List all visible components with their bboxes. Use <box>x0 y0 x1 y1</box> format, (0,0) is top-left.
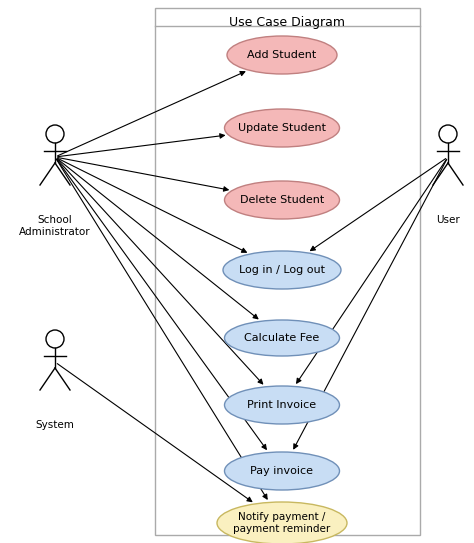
Text: School
Administrator: School Administrator <box>19 215 91 237</box>
Ellipse shape <box>225 452 339 490</box>
Bar <box>155 8 420 535</box>
Circle shape <box>46 330 64 348</box>
Text: Notify payment /
payment reminder: Notify payment / payment reminder <box>233 512 331 534</box>
Ellipse shape <box>225 386 339 424</box>
Text: User: User <box>436 215 460 225</box>
Ellipse shape <box>225 181 339 219</box>
Text: Log in / Log out: Log in / Log out <box>239 265 325 275</box>
Ellipse shape <box>225 109 339 147</box>
Text: Pay invoice: Pay invoice <box>250 466 313 476</box>
Text: Add Student: Add Student <box>247 50 317 60</box>
Text: Use Case Diagram: Use Case Diagram <box>229 16 345 29</box>
Text: Print Invoice: Print Invoice <box>247 400 317 410</box>
Ellipse shape <box>225 320 339 356</box>
Ellipse shape <box>223 251 341 289</box>
Ellipse shape <box>227 36 337 74</box>
Text: Calculate Fee: Calculate Fee <box>245 333 319 343</box>
Text: Update Student: Update Student <box>238 123 326 133</box>
Text: Delete Student: Delete Student <box>240 195 324 205</box>
Circle shape <box>439 125 457 143</box>
Circle shape <box>46 125 64 143</box>
Text: System: System <box>36 420 74 430</box>
Ellipse shape <box>217 502 347 543</box>
